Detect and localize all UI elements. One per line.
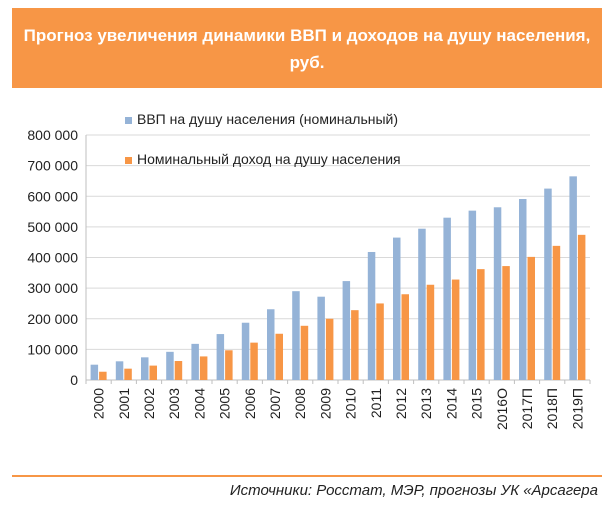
legend-label-gdp: ВВП на душу населения (номинальный)	[137, 111, 398, 127]
x-tick-label: 2008	[292, 388, 308, 419]
bar-gdp	[216, 334, 225, 380]
x-tick-label: 2018П	[544, 388, 560, 429]
bar-income	[149, 365, 157, 380]
x-tick-label: 2002	[141, 388, 157, 419]
x-tick-label: 2012	[393, 388, 409, 419]
bar-income	[174, 361, 183, 380]
bar-gdp	[569, 176, 577, 380]
y-tick-label: 300 000	[27, 280, 78, 296]
bar-income	[477, 269, 485, 380]
bar-gdp	[317, 296, 325, 380]
bar-income	[426, 284, 435, 380]
bar-income	[325, 318, 334, 380]
legend-swatch-income	[125, 157, 132, 164]
x-tick-label: 2005	[217, 388, 233, 419]
x-tick-label: 2006	[242, 388, 258, 419]
x-tick-label: 2009	[317, 388, 333, 419]
x-tick-label: 2013	[418, 388, 434, 419]
x-tick-label: 2019П	[569, 388, 585, 429]
bar-income	[275, 333, 283, 380]
source-note: Источники: Росстат, МЭР, прогнозы УК «Ар…	[229, 482, 598, 499]
y-tick-label: 700 000	[27, 158, 78, 174]
bar-gdp	[367, 251, 376, 380]
bar-income	[199, 356, 208, 380]
bar-gdp	[267, 309, 275, 380]
bar-gdp	[191, 343, 199, 380]
x-tick-label: 2010	[343, 388, 359, 419]
x-tick-label: 2003	[166, 388, 182, 419]
bar-gdp	[519, 199, 527, 380]
legend-label-income: Номинальный доход на душу населения	[137, 151, 401, 167]
bar-income	[124, 368, 132, 380]
bar-income	[99, 371, 107, 380]
bar-gdp	[241, 322, 250, 380]
y-tick-label: 800 000	[27, 127, 78, 143]
bar-income	[527, 256, 535, 380]
x-tick-label: 2011	[368, 388, 384, 418]
bar-gdp	[443, 217, 451, 380]
y-tick-label: 400 000	[27, 250, 78, 266]
chart-title: Прогноз увеличения динамики ВВП и доходо…	[23, 26, 591, 72]
bar-gdp	[468, 210, 477, 380]
bar-income	[451, 279, 460, 380]
bar-gdp	[342, 281, 351, 380]
bar-gdp	[292, 291, 300, 380]
bar-income	[401, 294, 409, 380]
y-tick-label: 500 000	[27, 219, 78, 235]
y-tick-label: 100 000	[27, 341, 78, 357]
bar-gdp	[115, 361, 124, 380]
x-tick-label: 2000	[91, 388, 107, 419]
y-tick-label: 0	[70, 372, 78, 388]
bar-income	[250, 342, 258, 380]
x-tick-label: 2015	[469, 388, 485, 419]
bar-income	[300, 325, 309, 380]
y-tick-label: 200 000	[27, 311, 78, 327]
bar-gdp	[493, 207, 502, 380]
legend-swatch-gdp	[125, 117, 132, 124]
bar-gdp	[90, 364, 99, 380]
bar-income	[351, 310, 359, 380]
bar-income	[552, 245, 561, 380]
x-tick-label: 2007	[267, 388, 283, 419]
bar-gdp	[544, 188, 552, 380]
title-banner: Прогноз увеличения динамики ВВП и доходо…	[12, 8, 602, 88]
bar-gdp	[141, 357, 149, 380]
bar-gdp	[166, 351, 174, 380]
x-tick-label: 2004	[191, 388, 207, 419]
bar-income	[502, 266, 510, 380]
bar-income	[577, 234, 586, 380]
y-tick-label: 600 000	[27, 188, 78, 204]
bar-gdp	[418, 228, 426, 380]
x-tick-label: 2014	[443, 388, 459, 419]
bar-income	[376, 303, 384, 380]
bar-gdp	[393, 237, 401, 380]
x-tick-label: 2017П	[519, 388, 535, 429]
x-tick-label: 2001	[116, 388, 132, 419]
x-tick-label: 2016О	[494, 388, 510, 430]
source-divider	[12, 475, 602, 477]
bar-income	[225, 350, 233, 380]
